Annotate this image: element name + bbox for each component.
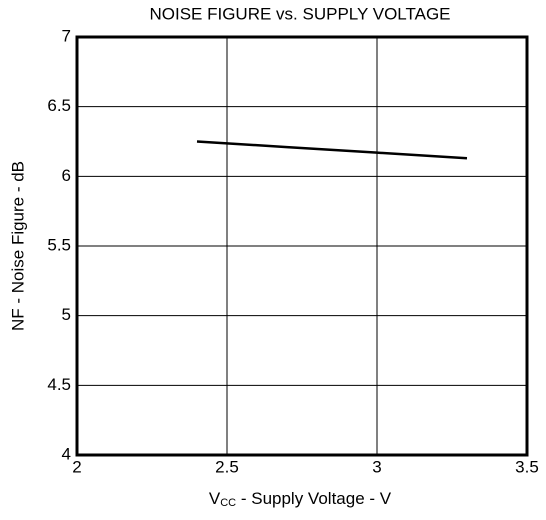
x-tick-label: 2.5	[215, 457, 239, 476]
x-tick-label: 2	[72, 457, 81, 476]
chart-title: NOISE FIGURE vs. SUPPLY VOLTAGE	[149, 4, 450, 23]
x-tick-label: 3	[372, 457, 381, 476]
y-axis-label: NF - Noise Figure - dB	[8, 161, 27, 331]
y-tick-label: 7	[62, 26, 71, 45]
y-tick-label: 4	[62, 444, 71, 463]
y-tick-label: 6.5	[47, 96, 71, 115]
x-axis-label-rest: - Supply Voltage - V	[236, 489, 392, 508]
data-line	[196, 140, 468, 160]
x-tick-label: 3.5	[515, 457, 539, 476]
x-axis-label: VCC - Supply Voltage - V	[209, 489, 392, 508]
y-tick-label: 5	[62, 305, 71, 324]
x-axis-label-sub: CC	[220, 497, 236, 509]
y-tick-label: 4.5	[47, 375, 71, 394]
x-axis-label-main: V	[209, 489, 221, 508]
plot-frame	[75, 35, 529, 457]
y-tick-label: 5.5	[47, 235, 71, 254]
y-tick-label: 6	[62, 166, 71, 185]
